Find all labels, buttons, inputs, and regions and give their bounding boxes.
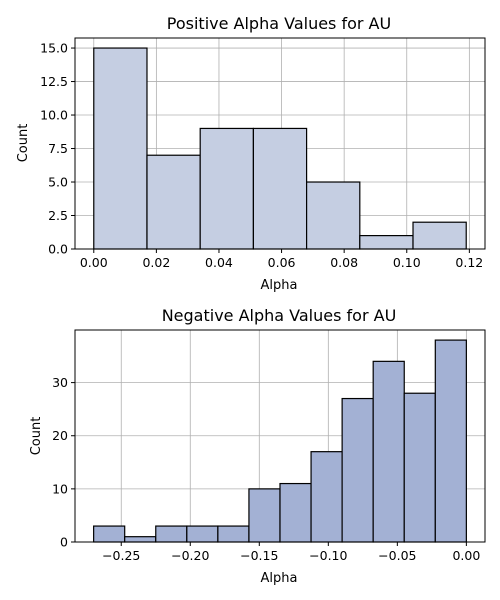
histogram-bar xyxy=(403,392,436,543)
histogram-bar xyxy=(186,525,219,543)
histogram-bar xyxy=(310,451,343,543)
y-axis-label: Count xyxy=(16,124,31,163)
x-tick-label: −0.25 xyxy=(102,548,140,563)
x-tick-label: 0.08 xyxy=(330,255,358,270)
x-tick-label: −0.20 xyxy=(171,548,209,563)
x-tick-label: 0.02 xyxy=(142,255,170,270)
histogram-bar xyxy=(434,339,467,543)
y-tick-label: 2.5 xyxy=(48,208,68,223)
histogram-bar xyxy=(146,154,201,250)
histogram-bar xyxy=(93,47,148,250)
histogram-bar xyxy=(412,221,467,250)
x-tick-label: 0.10 xyxy=(393,255,421,270)
histogram-bar xyxy=(155,525,188,543)
histogram-bar xyxy=(372,360,405,543)
histogram-bars xyxy=(93,47,467,250)
positive-alpha-histogram: Positive Alpha Values for AU 0.00 0.02 0.0… xyxy=(16,14,486,293)
x-tick-label: 0.12 xyxy=(455,255,483,270)
x-tick-label: −0.05 xyxy=(378,548,416,563)
chart-title: Negative Alpha Values for AU xyxy=(162,306,397,325)
histogram-bars xyxy=(93,339,467,543)
x-tick-label: 0.06 xyxy=(268,255,296,270)
x-axis-label: Alpha xyxy=(261,278,298,293)
y-axis-label: Count xyxy=(29,417,44,456)
y-tick-label: 20 xyxy=(52,428,68,443)
x-tick-label: 0.04 xyxy=(205,255,233,270)
x-tick-label: −0.10 xyxy=(309,548,347,563)
y-tick-label: 12.5 xyxy=(40,74,68,89)
histogram-bar xyxy=(124,536,157,543)
negative-alpha-histogram: Negative Alpha Values for AU −0.25 −0.20−… xyxy=(29,306,486,586)
x-axis-ticks: −0.25 −0.20 −0.15 −0.10 −0.05 0.00 xyxy=(102,542,480,563)
x-axis-ticks: 0.00 0.02 0.04 0.06 0.08 0.10 0.12 xyxy=(80,249,483,270)
histogram-bar xyxy=(93,525,126,543)
histogram-bar xyxy=(252,127,308,250)
histogram-bar xyxy=(217,525,250,543)
histogram-bar xyxy=(279,482,312,543)
histogram-bar xyxy=(199,127,254,250)
histogram-bar xyxy=(306,181,361,250)
y-tick-label: 30 xyxy=(52,375,68,390)
x-tick-label: 0.00 xyxy=(80,255,108,270)
x-tick-label: −0.15 xyxy=(240,548,278,563)
x-tick-label: 0.00 xyxy=(452,548,480,563)
y-axis-ticks: 0.0 2.5 5.0 7.5 10.0 12.5 15.0 xyxy=(40,41,75,257)
y-axis-ticks: 0 10 20 30 xyxy=(52,375,75,550)
y-tick-label: 0.0 xyxy=(48,242,68,257)
y-tick-label: 10 xyxy=(52,481,68,496)
y-tick-label: 7.5 xyxy=(48,141,68,156)
histogram-bar xyxy=(341,397,374,543)
y-tick-label: 0 xyxy=(60,535,68,550)
chart-title: Positive Alpha Values for AU xyxy=(167,14,391,33)
histogram-bar xyxy=(248,488,281,543)
axes-frame xyxy=(74,37,486,250)
x-axis-label: Alpha xyxy=(261,571,298,586)
y-tick-label: 10.0 xyxy=(40,108,68,123)
y-tick-label: 5.0 xyxy=(48,175,68,190)
y-tick-label: 15.0 xyxy=(40,41,68,56)
histogram-bar xyxy=(359,235,414,250)
